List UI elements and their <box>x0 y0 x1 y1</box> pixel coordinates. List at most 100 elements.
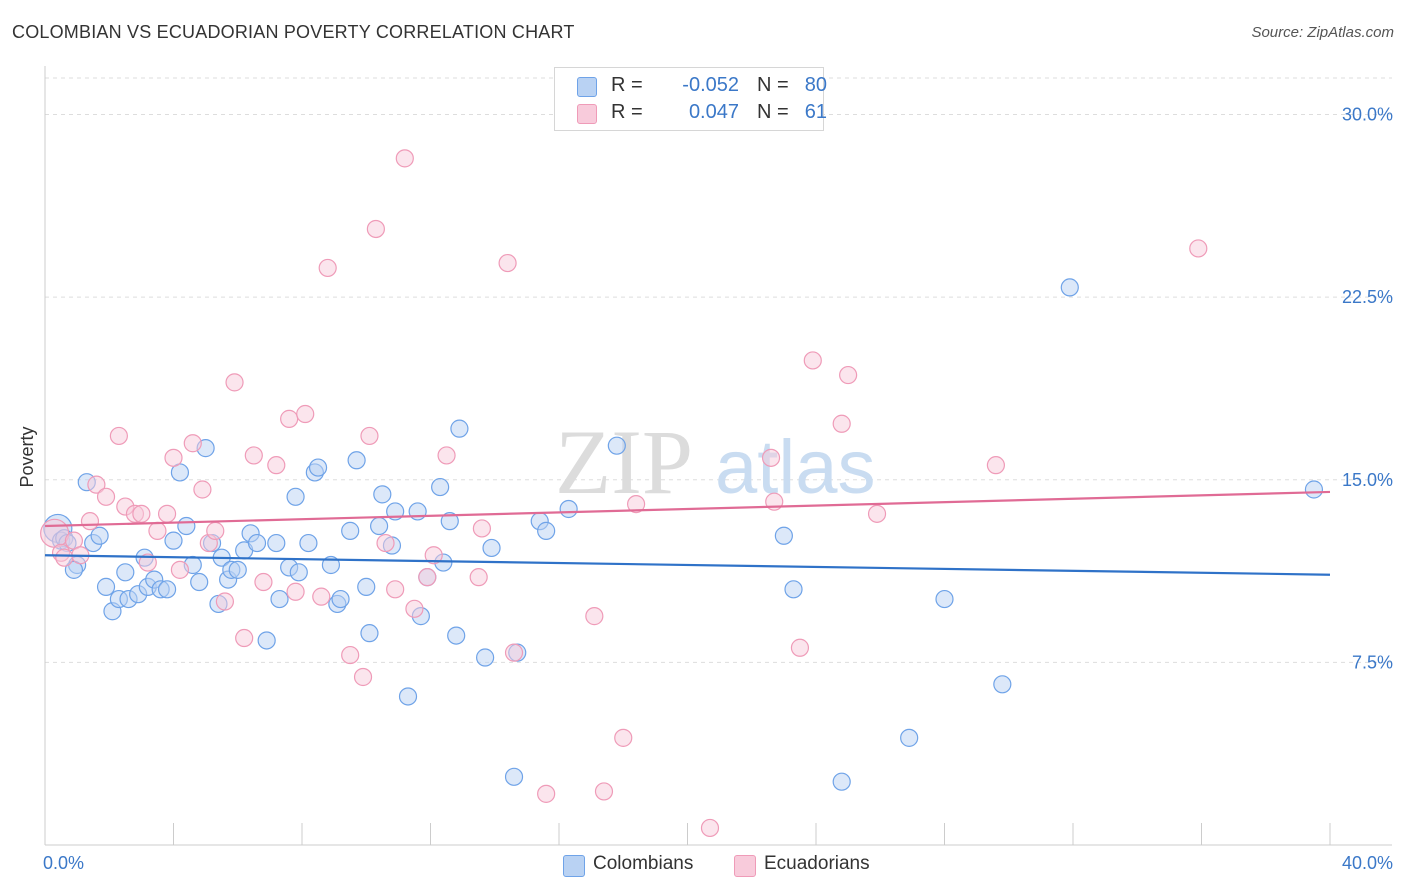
ecuadorians-point <box>1189 239 1208 258</box>
colombians-point <box>289 563 308 582</box>
r-value: -0.052 <box>682 74 739 96</box>
colombians-point <box>177 516 196 536</box>
colombians-point <box>1304 480 1324 499</box>
n-label: N = <box>757 101 789 123</box>
colombians-point <box>157 580 177 599</box>
ecuadorians-point <box>537 784 556 803</box>
ecuadorians-point <box>504 643 524 662</box>
colombians-swatch <box>577 77 597 97</box>
y-tick-label: 22.5% <box>1342 287 1393 307</box>
colombians-point <box>440 512 459 531</box>
ecuadorians-point <box>286 582 305 601</box>
ecuadorians-point <box>386 580 405 599</box>
ecuadorians-point <box>164 448 183 467</box>
colombians-trend-line <box>44 554 1331 576</box>
tick-labels: 7.5% 15.0% 22.5% 30.0% 0.0% 40.0% <box>43 105 1393 873</box>
ecuadorians-point <box>395 149 414 168</box>
n-label: N = <box>757 74 789 96</box>
colombians-point <box>476 648 495 667</box>
colombians-point <box>347 451 366 470</box>
ecuadorians-point <box>803 351 822 370</box>
colombians-point <box>190 572 209 592</box>
ecuadorians-point <box>170 560 190 579</box>
ecuadorians-point <box>183 434 202 453</box>
colombians-point <box>341 521 360 540</box>
colombians-legend-swatch <box>563 855 585 877</box>
ecuadorians-point <box>235 628 254 648</box>
colombians-point <box>504 767 524 786</box>
ecuadorians-point <box>424 546 443 565</box>
colombians-point <box>398 687 418 706</box>
trend-lines <box>44 490 1331 576</box>
ecuadorians-point <box>280 409 299 428</box>
y-tick-label: 30.0% <box>1342 105 1393 125</box>
ecuadorians-point <box>790 638 810 657</box>
colombians-point <box>90 526 109 545</box>
colombians-point <box>784 580 803 599</box>
ecuadorians-point <box>267 456 286 475</box>
colombians-point <box>373 485 392 504</box>
ecuadorians-point <box>244 446 263 465</box>
ecuadorians-point <box>360 426 379 446</box>
colombians-point <box>832 772 851 791</box>
data-points <box>40 149 1324 838</box>
colombians-point <box>357 577 376 596</box>
ecuadorians-point <box>986 456 1006 475</box>
colombians-point <box>450 419 469 438</box>
ecuadorians-point <box>341 645 360 665</box>
colombians-point <box>257 631 276 650</box>
colombians-point <box>96 577 116 596</box>
ecuadorians-point <box>312 587 331 606</box>
ecuadorians-point <box>761 448 781 467</box>
ecuadorians-trend-line <box>44 490 1331 528</box>
ecuadorians-point <box>109 426 128 446</box>
colombians-point <box>299 533 318 553</box>
watermark-zip: ZIP <box>555 411 693 513</box>
ecuadorians-point <box>832 414 851 433</box>
ecuadorians-point <box>585 607 604 626</box>
r-label: R = <box>611 101 643 123</box>
x-tick-label: 0.0% <box>43 853 84 873</box>
colombians-point <box>993 675 1012 694</box>
ecuadorians-point <box>55 548 74 567</box>
colombians-point <box>559 499 578 519</box>
colombians-point <box>935 589 954 609</box>
ecuadorians-point <box>138 553 157 572</box>
y-axis-label: Poverty <box>17 426 37 487</box>
y-tick-label: 7.5% <box>1352 652 1393 672</box>
colombians-point <box>482 538 501 558</box>
colombians-point <box>900 728 919 747</box>
ecuadorians-point <box>148 521 167 540</box>
ecuadorians-point <box>366 219 385 239</box>
colombians-point <box>537 521 556 540</box>
ecuadorians-legend-swatch <box>734 855 756 877</box>
r-label: R = <box>611 74 643 96</box>
legend-label: Colombians <box>593 853 694 874</box>
ecuadorians-point <box>215 592 234 611</box>
series-ecuadorians-points <box>40 149 1208 838</box>
series-colombians-points <box>43 278 1324 791</box>
ecuadorians-point <box>469 568 488 587</box>
ecuadorians-point <box>193 480 212 499</box>
x-tick-label: 40.0% <box>1342 853 1393 873</box>
ecuadorians-point <box>594 782 614 801</box>
colombians-point <box>607 436 626 455</box>
colombians-point <box>308 458 328 477</box>
ecuadorians-point <box>498 253 517 273</box>
ecuadorians-point <box>206 521 225 540</box>
n-value: 61 <box>804 101 827 123</box>
ecuadorians-point <box>700 818 720 838</box>
colombians-point <box>447 626 466 645</box>
r-value: 0.047 <box>688 101 739 123</box>
ecuadorians-point <box>225 373 244 392</box>
ecuadorians-point <box>353 667 373 687</box>
colombians-point <box>1060 278 1079 297</box>
ecuadorians-point <box>87 475 106 494</box>
chart-source: Source: ZipAtlas.com <box>1251 24 1394 41</box>
ecuadorians-point <box>839 365 858 385</box>
colombians-point <box>270 589 289 609</box>
colombians-point <box>247 533 267 553</box>
ecuadorians-point <box>157 504 177 523</box>
ecuadorians-point <box>96 487 116 506</box>
ecuadorians-point <box>437 446 456 465</box>
